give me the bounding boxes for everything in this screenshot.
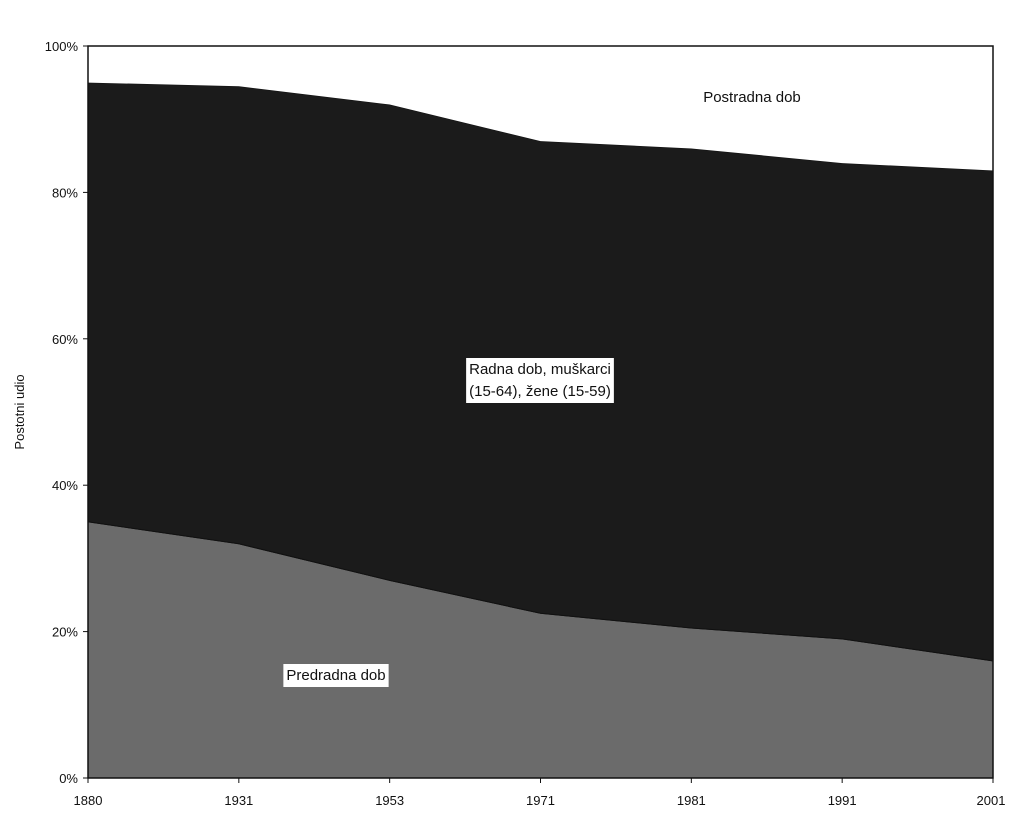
x-tick-label: 1971 (526, 793, 555, 808)
y-tick-label: 80% (52, 185, 78, 200)
y-tick-label: 60% (52, 332, 78, 347)
y-tick-label: 100% (45, 39, 79, 54)
area-labels-group: Predradna dob Radna dob, muškarci (15-64),… (283, 89, 801, 687)
area-label-text: Predradna dob (286, 667, 385, 684)
x-tick-label: 1991 (828, 793, 857, 808)
area-label-2: Radna dob, muškarci (15-64), žene (15-59) (466, 358, 614, 403)
y-tick-label: 0% (59, 771, 78, 786)
y-tick-label: 40% (52, 478, 78, 493)
area-label-box (283, 664, 389, 687)
area-label-text: Radna dob, muškarci (469, 361, 611, 378)
area-label-3: Postradna dob (703, 89, 801, 106)
area-series-3 (88, 46, 993, 171)
x-tick-label: 1931 (224, 793, 253, 808)
x-tick-label: 1880 (74, 793, 103, 808)
area-label-text: Postradna dob (703, 89, 801, 106)
area-label-1: Predradna dob (283, 664, 389, 687)
x-tick-label: 1981 (677, 793, 706, 808)
axes-group: 0% 20% 40% 60% 80% 100% 1880 1931 1953 1971 1981 19… (45, 39, 1006, 808)
x-tick-label: 1953 (375, 793, 404, 808)
area-series-group (87, 46, 994, 779)
y-axis-label: Postotni udio (12, 374, 27, 449)
y-tick-label: 20% (52, 625, 78, 640)
area-label-box (466, 358, 614, 403)
area-label-text: (15-64), žene (15-59) (469, 383, 611, 400)
x-tick-label: 2001 (977, 793, 1006, 808)
